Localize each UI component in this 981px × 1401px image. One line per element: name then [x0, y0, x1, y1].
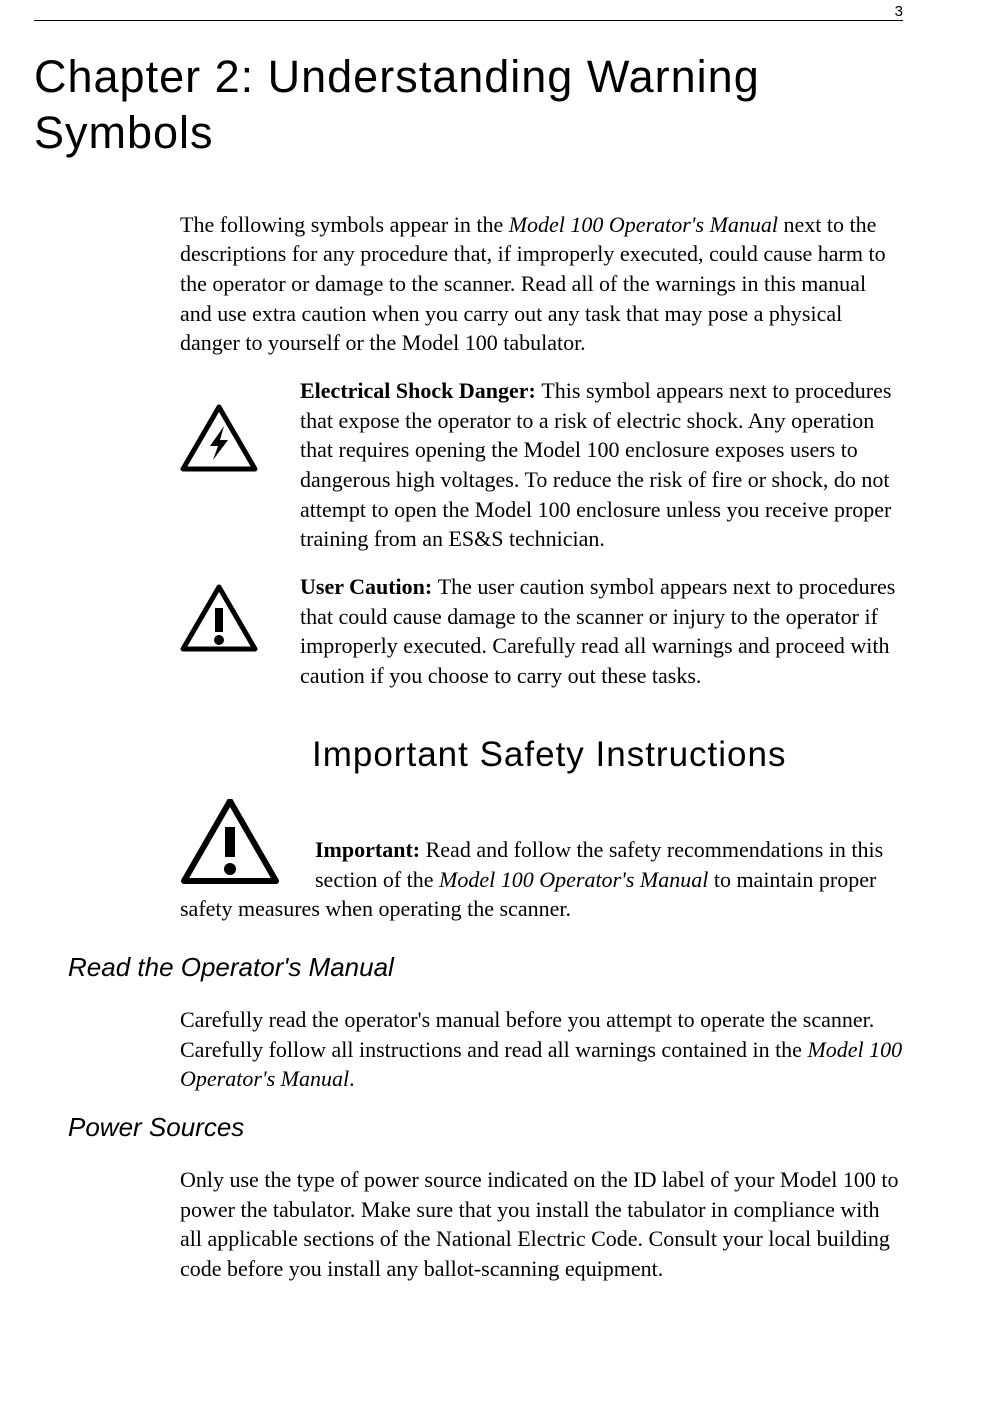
exclamation-triangle-icon [180, 799, 280, 887]
caution-icon-wrap [180, 572, 300, 654]
important-icon-wrap [180, 799, 315, 887]
exclamation-triangle-icon [180, 584, 258, 654]
shock-label: Electrical Shock Danger: [300, 378, 541, 403]
intro-paragraph: The following symbols appear in the Mode… [180, 210, 903, 358]
chapter-title: Chapter 2: Understanding Warning Symbols [34, 49, 903, 162]
important-italic: Model 100 Operator's Manual [439, 867, 708, 892]
intro-text-1: The following symbols appear in the [180, 212, 509, 237]
subbody-1a: Carefully read the operator's manual bef… [180, 1007, 874, 1062]
important-block: Important: Read and follow the safety re… [180, 799, 903, 924]
read-manual-heading: Read the Operator's Manual [68, 952, 903, 983]
read-manual-body: Carefully read the operator's manual bef… [180, 1005, 903, 1094]
caution-symbol-row: User Caution: The user caution symbol ap… [180, 572, 903, 691]
shock-text-block: Electrical Shock Danger: This symbol app… [300, 376, 903, 554]
power-sources-body: Only use the type of power source indica… [180, 1165, 903, 1284]
shock-text: This symbol appears next to procedures t… [300, 378, 891, 551]
shock-icon-wrap [180, 376, 300, 474]
lightning-triangle-icon [180, 404, 258, 474]
caution-text-block: User Caution: The user caution symbol ap… [300, 572, 903, 691]
page-number: 3 [895, 3, 903, 20]
header-rule: 3 [34, 20, 903, 21]
power-sources-heading: Power Sources [68, 1112, 903, 1143]
safety-instructions-heading: Important Safety Instructions [312, 735, 903, 775]
important-label: Important: [315, 837, 426, 862]
intro-italic-1: Model 100 Operator's Manual [509, 212, 778, 237]
shock-symbol-row: Electrical Shock Danger: This symbol app… [180, 376, 903, 554]
caution-label: User Caution: [300, 574, 438, 599]
subbody-1b: . [349, 1066, 355, 1091]
